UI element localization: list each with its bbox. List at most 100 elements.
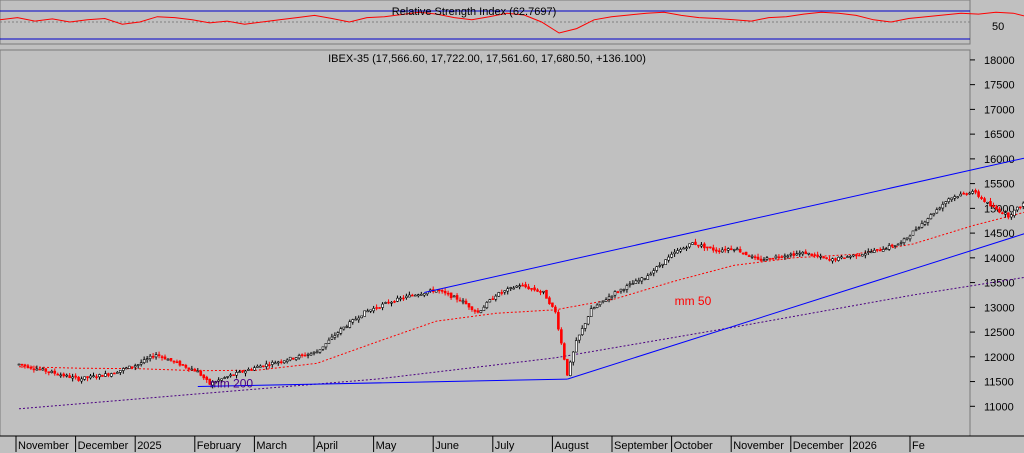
candle-body [554,306,557,313]
candle-body [944,201,948,205]
candle-body [703,243,706,249]
candle-body [700,244,703,247]
candle-body [211,381,214,386]
price-panel-frame [0,49,971,437]
candle-body [74,375,77,378]
candle-body [419,293,423,296]
candle-body [720,249,724,253]
candle-body [738,249,742,253]
candle-body [124,367,128,370]
candle-body [595,304,599,308]
candle-body [193,368,197,372]
candle-body [810,253,813,256]
candle-body [953,196,957,199]
candle-body [235,372,238,376]
candle-body [628,283,632,286]
candle-body [914,229,918,231]
y-tick-label: 17500 [984,80,1015,92]
candle-body [717,250,721,253]
candle-body [828,259,831,261]
candle-body [375,307,378,309]
candle-body [32,368,36,371]
candle-body [691,242,694,245]
candle-body [771,257,775,260]
candle-body [309,353,313,356]
candle-body [360,315,364,319]
candle-body [458,299,462,302]
candle-body [685,247,688,250]
candle-body [330,336,334,340]
candle-body [232,374,235,376]
candle-body [732,249,736,251]
candle-body [122,368,125,371]
candle-body [875,249,879,251]
candle-body [837,256,840,261]
candle-body [446,292,450,295]
candle-body [110,373,113,377]
candle-body [527,286,530,290]
candle-body [971,191,974,194]
candle-body [291,357,295,360]
candle-body [345,326,349,328]
candle-body [241,370,244,373]
candle-body [789,253,793,256]
candle-body [300,354,304,356]
x-tick-label: 2026 [852,440,876,452]
candle-body [750,255,754,258]
candle-body [998,208,1001,213]
candle-body [157,354,161,357]
candle-body [363,310,366,317]
x-tick-label: July [495,440,515,452]
candle-body [813,254,816,256]
candle-body [574,340,578,353]
candle-body [357,317,361,321]
candle-body [908,235,912,240]
candle-body [20,363,24,366]
candle-body [327,339,331,344]
candle-body [133,365,137,368]
candle-body [697,244,700,247]
candle-body [348,321,352,328]
candle-body [524,284,527,288]
candle-body [247,369,250,371]
moving-averages [18,211,1024,410]
price-panel-title: IBEX-35 (17,566.60, 17,722.00, 17,561.60… [328,53,646,65]
candle-body [709,246,712,249]
rsi-tick-50: 50 [992,21,1004,33]
candle-body [77,376,80,381]
candle-body [968,192,971,195]
candle-body [729,248,733,250]
x-tick-label: August [554,440,588,452]
candle-body [747,255,751,257]
candle-body [83,376,86,380]
candle-body [238,371,241,373]
candle-body [917,227,921,230]
candle-body [318,349,322,353]
candle-body [422,293,426,296]
candle-body [479,310,483,313]
x-tick-label: Fe [912,440,925,452]
rsi-line [0,11,1024,34]
candle-body [366,310,369,313]
candle-body [470,306,474,310]
candle-body [449,292,453,298]
candle-body [41,368,45,371]
candle-body [473,310,477,312]
candle-body [169,358,173,361]
candle-body [372,308,375,312]
candle-body [911,230,915,236]
x-tick-label: September [614,440,668,452]
candle-body [53,370,57,374]
candle-body [780,256,784,258]
candle-body [411,294,414,297]
candle-body [226,376,229,378]
candle-body [643,278,647,280]
x-tick-label: December [78,440,129,452]
x-tick-label: March [256,440,287,452]
y-tick-label: 12000 [984,352,1015,364]
candle-body [929,214,933,220]
candle-body [756,256,760,260]
candle-body [840,256,843,259]
candle-body [387,301,390,304]
